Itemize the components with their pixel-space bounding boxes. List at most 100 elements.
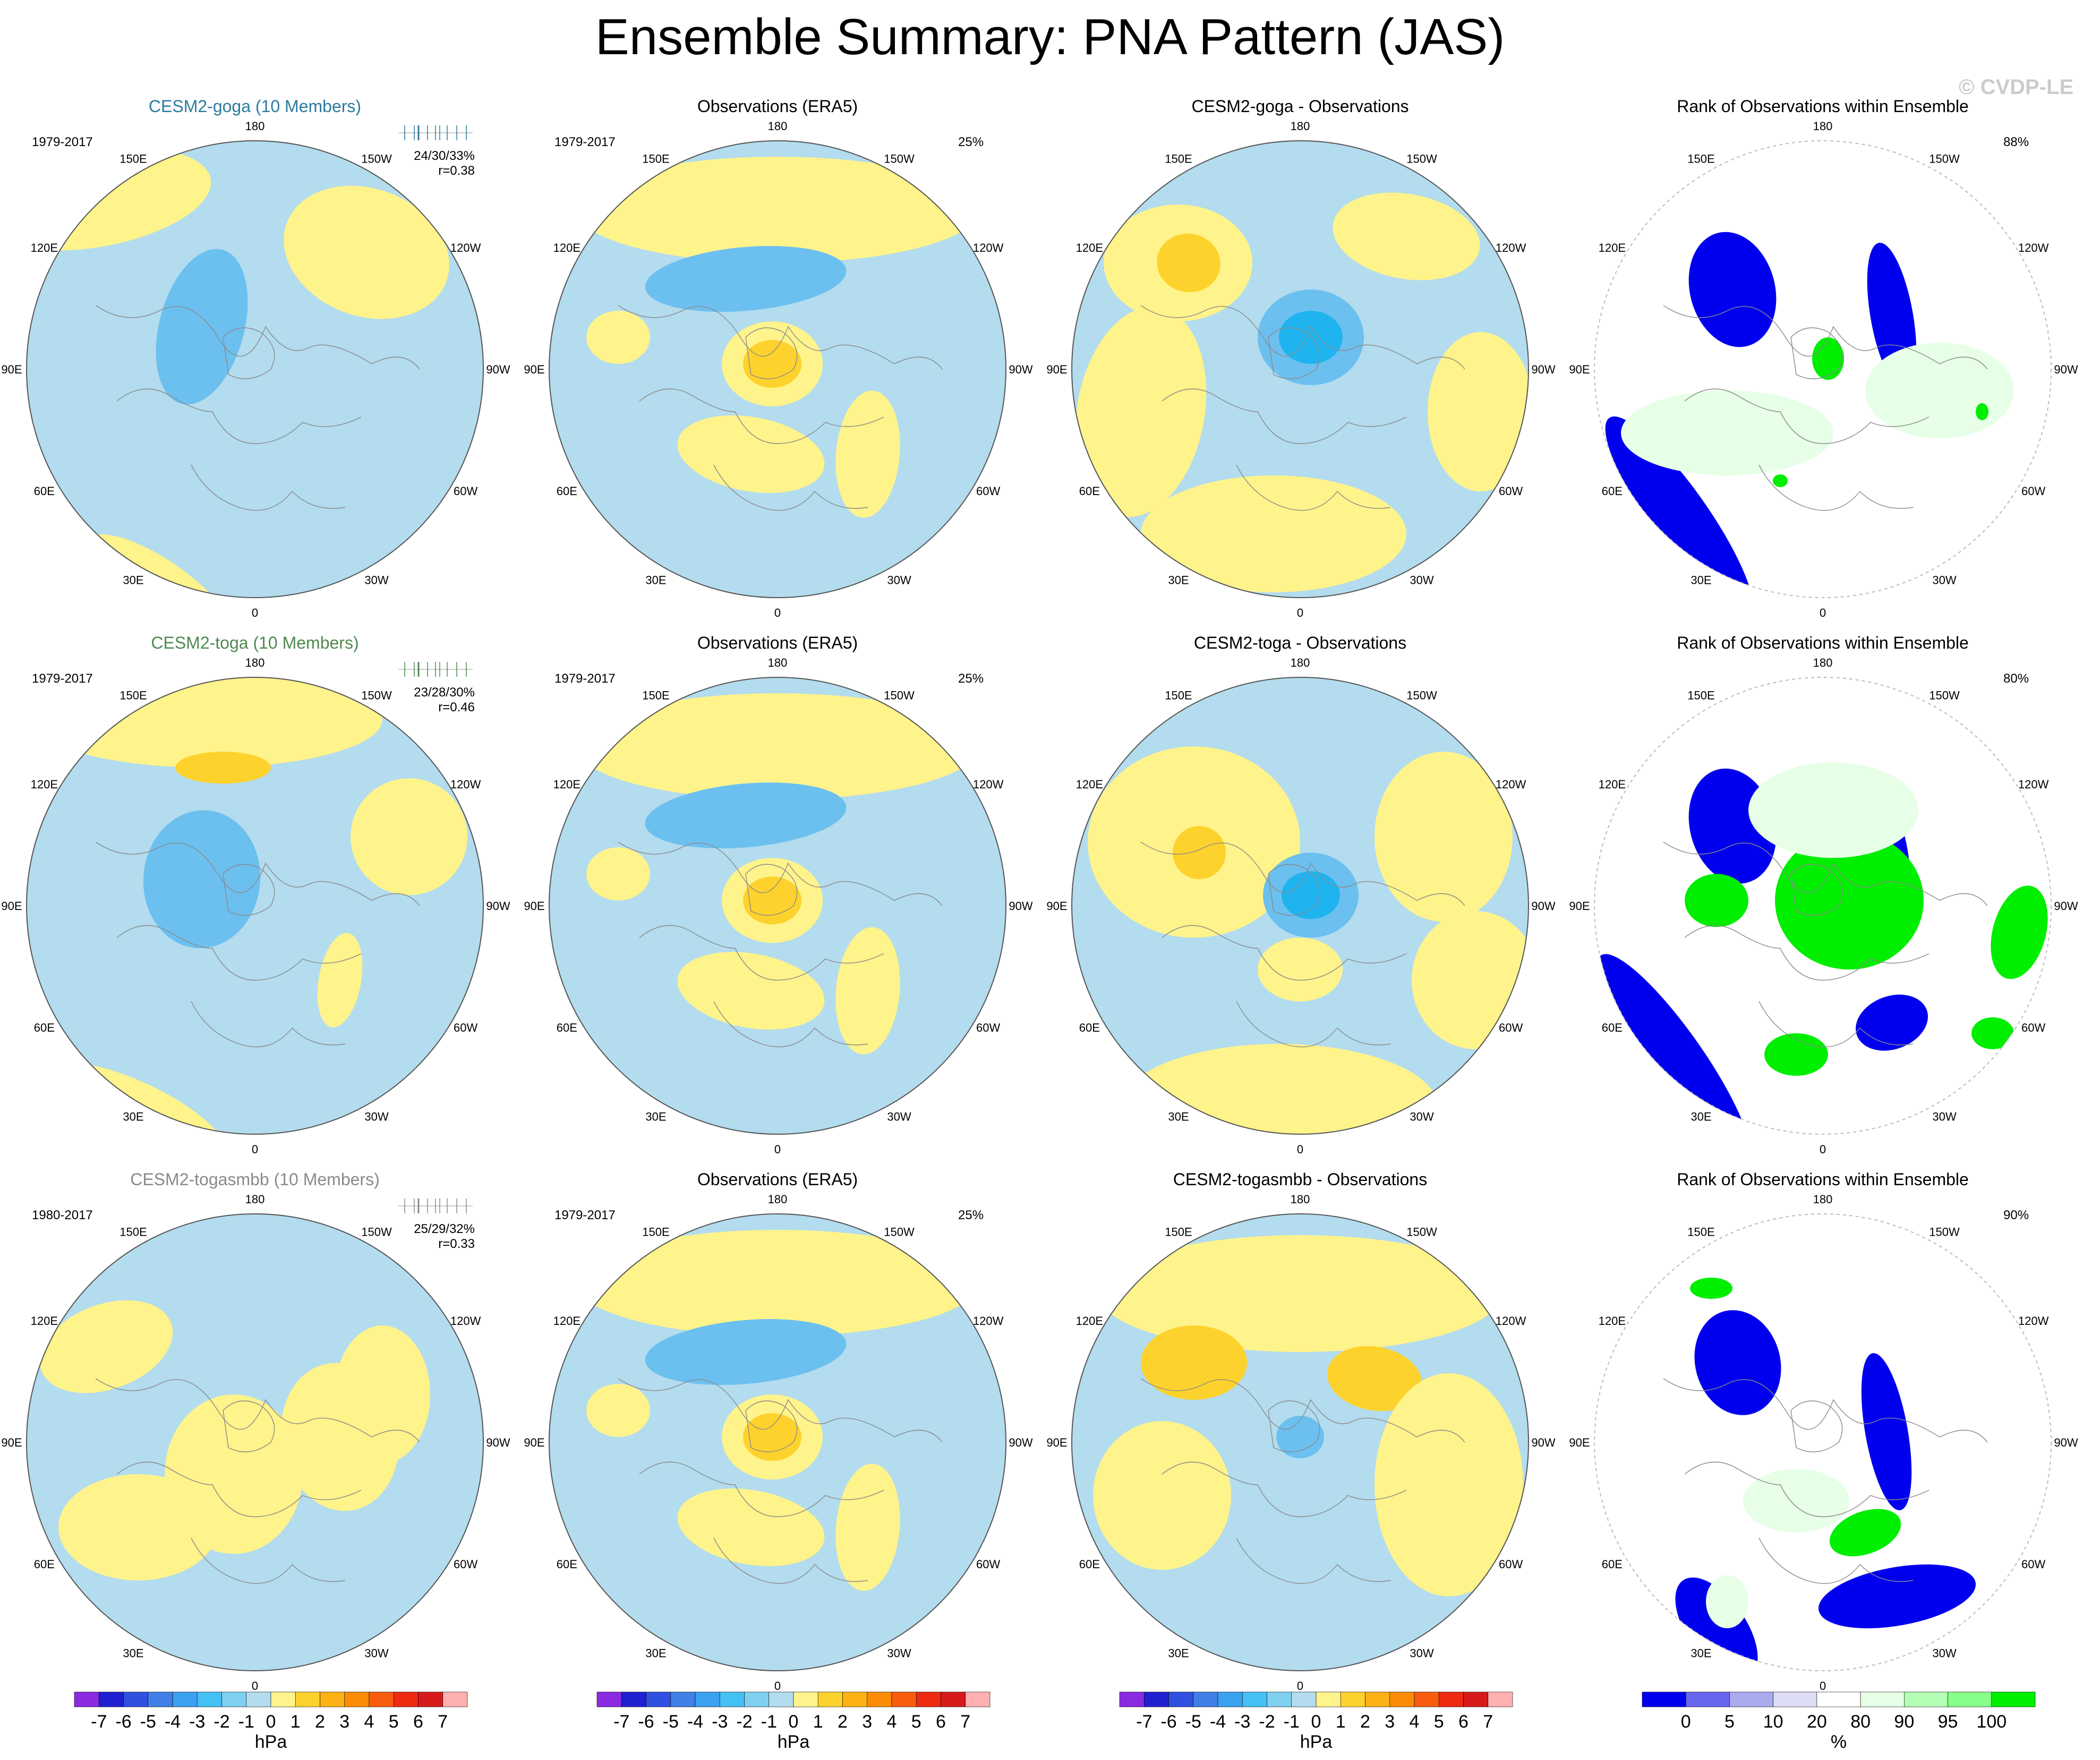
longitude-label: 120W	[1496, 241, 1526, 254]
longitude-label: 150E	[1165, 688, 1192, 702]
period-label: 1979-2017	[554, 671, 616, 686]
longitude-label: 30E	[645, 1647, 666, 1660]
longitude-label: 120E	[1076, 778, 1103, 791]
longitude-label: 30W	[1932, 1647, 1956, 1660]
colorbar-swatch	[1242, 1691, 1267, 1707]
colorbar-tick-label: -7	[91, 1712, 107, 1732]
longitude-label: 120E	[1599, 778, 1626, 791]
colorbar-tick-label: -2	[736, 1712, 752, 1732]
longitude-label: 150E	[642, 1225, 669, 1238]
field-patch-2	[1333, 192, 1480, 280]
percent-label: 80%	[2003, 671, 2029, 686]
map-field	[1594, 1214, 2051, 1671]
field-patch-9	[1971, 1017, 2014, 1049]
colorbar-tick-label: 100	[1976, 1712, 2007, 1732]
colorbar-ensemble: -7 -6 -5 -4 -3 -2 -1 0 1 2 3 4 5 6 7 hPa	[74, 1691, 468, 1752]
longitude-label: 150E	[1687, 688, 1714, 702]
colorbar-tick-label: -5	[1185, 1712, 1201, 1732]
longitude-label: 90E	[1569, 363, 1590, 376]
field-patch-7	[1856, 994, 1928, 1051]
colorbar-tick-label: 3	[1385, 1712, 1395, 1732]
field-patch-7	[1258, 938, 1343, 1001]
longitude-label: 150W	[1929, 1225, 1960, 1238]
colorbar-tick-label: 0	[1311, 1712, 1321, 1732]
polar-map: 180 150W 120W 90W 60W 30W 0 30E 60E 90E 120E 150E	[1046, 1193, 1555, 1693]
longitude-label: 150W	[1406, 688, 1437, 702]
colorbar-swatch	[941, 1691, 966, 1707]
percent-label: 25%	[958, 671, 984, 686]
panel-rank-row-2: 180 150W 120W 90W 60W 30W 0 30E 60E 90E 120E 150E Ra…	[1568, 632, 2078, 1163]
longitude-label: 120E	[1599, 241, 1626, 254]
colorbar-swatch	[670, 1691, 696, 1707]
longitude-label: 90W	[1009, 1436, 1032, 1449]
map-field	[27, 677, 483, 1134]
colorbar-swatch	[221, 1691, 247, 1707]
field-patch-3	[1812, 337, 1844, 380]
field-patch-5	[835, 927, 900, 1055]
panel-diff-row-3: 180 150W 120W 90W 60W 30W 0 30E 60E 90E 120E 150E CE…	[1045, 1169, 1555, 1700]
colorbar-swatch	[695, 1691, 720, 1707]
longitude-label: 90W	[1009, 363, 1032, 376]
longitude-label: 90W	[2054, 899, 2078, 913]
colorbar-swatch	[1119, 1691, 1145, 1707]
longitude-label: 30E	[1168, 574, 1189, 587]
colorbar-swatch	[1488, 1691, 1513, 1707]
percent-label: 25%	[958, 1208, 984, 1222]
longitude-label: 120E	[31, 778, 58, 791]
colorbar-swatch	[891, 1691, 917, 1707]
field-patch-1	[1157, 233, 1220, 293]
field-patch-1	[1861, 1353, 1912, 1510]
polar-map: 180 150W 120W 90W 60W 30W 0 30E 60E 90E 120E 150E	[1569, 120, 2078, 619]
field-patch-0	[39, 1300, 173, 1393]
longitude-label: 180	[1291, 656, 1310, 669]
map-boundary	[1071, 1213, 1529, 1671]
longitude-label: 60E	[557, 1021, 577, 1034]
field-patch-7	[1773, 474, 1788, 487]
coastlines	[618, 841, 943, 1048]
map-boundary	[549, 140, 1006, 598]
colorbar-tick-label: -6	[1160, 1712, 1176, 1732]
colorbar-unit: %	[1831, 1732, 1847, 1752]
longitude-label: 30W	[364, 574, 388, 587]
longitude-label: 180	[768, 120, 788, 133]
field-patch-4	[1621, 390, 1833, 475]
colorbar-tick-label: 6	[936, 1712, 946, 1732]
field-patch-6	[1743, 1469, 1849, 1533]
colorbar-rank: 0 5 10 20 80 90 95 100%	[1642, 1691, 2036, 1752]
longitude-label: 150E	[642, 152, 669, 165]
longitude-label: 0	[774, 1679, 781, 1693]
longitude-label: 120E	[553, 778, 581, 791]
longitude-label: 150W	[1406, 1225, 1437, 1238]
map-field	[549, 677, 1006, 1134]
longitude-label: 30E	[123, 1110, 143, 1124]
colorbar-swatch	[1291, 1691, 1317, 1707]
polar-map: 180 150W 120W 90W 60W 30W 0 30E 60E 90E 120E 150E	[524, 120, 1032, 619]
polar-map: 180 150W 120W 90W 60W 30W 0 30E 60E 90E 120E 150E	[1, 1193, 510, 1693]
polar-map: 180 150W 120W 90W 60W 30W 0 30E 60E 90E 120E 150E	[524, 656, 1032, 1156]
field-patch-1	[645, 782, 847, 849]
longitude-label: 150W	[361, 152, 392, 165]
colorbar-swatch	[1904, 1691, 1948, 1707]
field-patch-1	[1141, 1325, 1247, 1400]
field-patch-1	[175, 752, 271, 784]
polar-map: 180 150W 120W 90W 60W 30W 0 30E 60E 90E 120E 150E	[1, 120, 510, 619]
colorbar-swatch	[719, 1691, 745, 1707]
longitude-label: 30E	[1168, 1110, 1189, 1124]
longitude-label: 180	[245, 1193, 265, 1206]
field-patch-4	[1690, 1278, 1732, 1299]
longitude-label: 30W	[887, 574, 911, 587]
colorbar-tick-label: 4	[364, 1712, 374, 1732]
longitude-label: 120W	[1496, 1314, 1526, 1328]
map-field	[549, 1214, 1006, 1671]
coastlines	[1140, 305, 1465, 511]
longitude-label: 60E	[1079, 484, 1100, 498]
panel-title: Rank of Observations within Ensemble	[1677, 97, 1969, 116]
longitude-label: 30W	[364, 1647, 388, 1660]
colorbar-tick-label: 7	[438, 1712, 448, 1732]
field-patch-3	[743, 877, 801, 924]
panel-rank-row-1: 180 150W 120W 90W 60W 30W 0 30E 60E 90E 120E 150E Ra…	[1568, 96, 2078, 627]
percent-label: 25%	[958, 135, 984, 149]
longitude-label: 30E	[123, 574, 143, 587]
longitude-label: 120W	[450, 1314, 481, 1328]
colorbar-tick-label: 80	[1850, 1712, 1871, 1732]
